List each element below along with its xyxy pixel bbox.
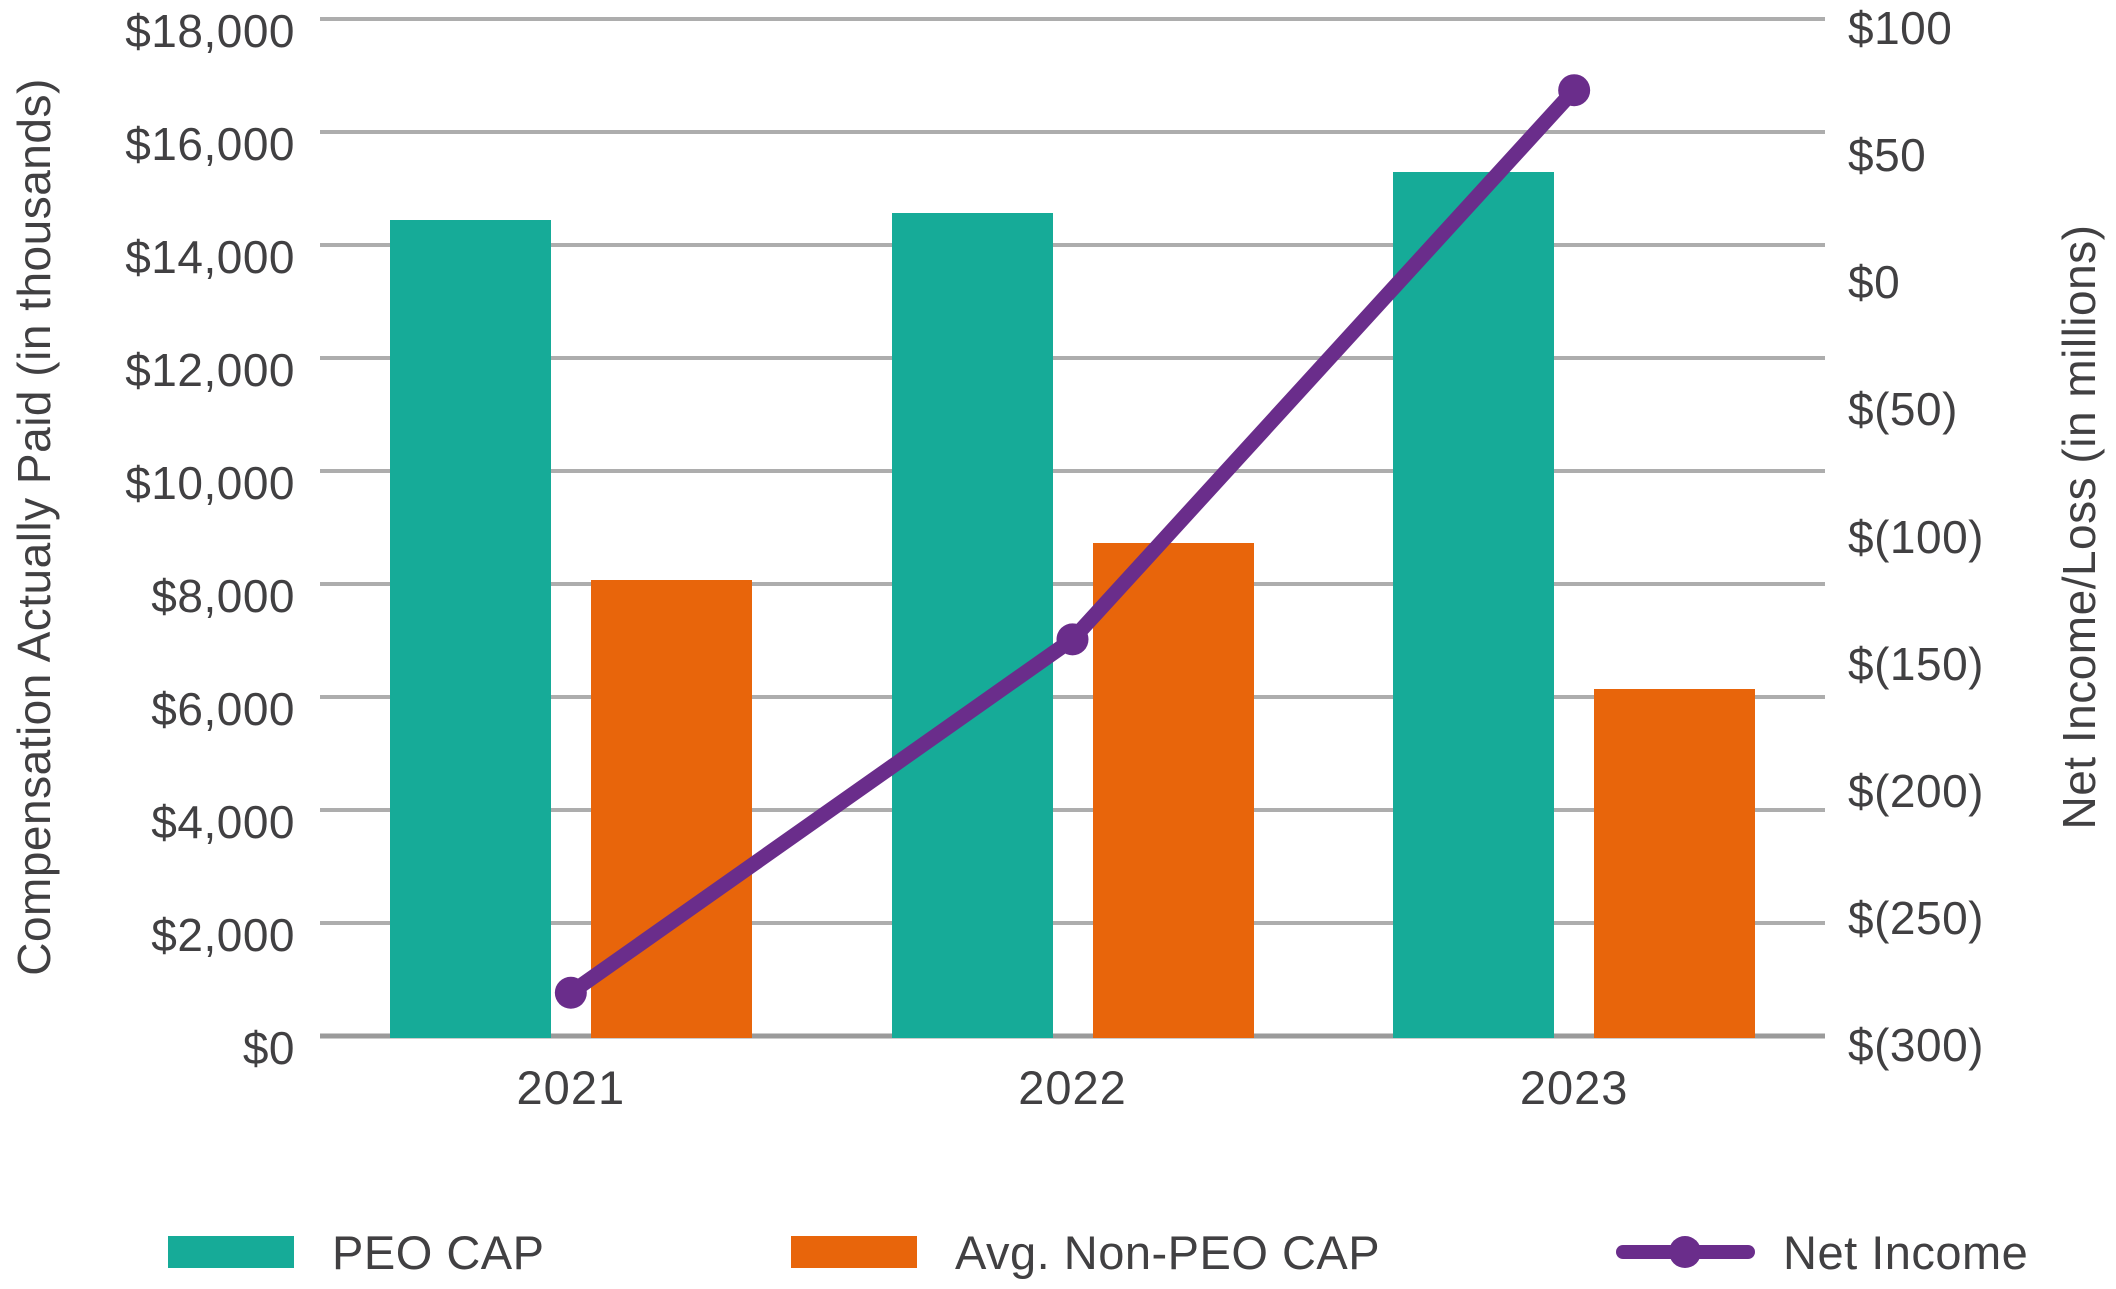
right-tick-label: $(150): [1848, 637, 1984, 690]
right-tick-label: $(50): [1848, 383, 1958, 436]
left-tick-label: $16,000: [125, 118, 295, 170]
legend-item-non-peo-cap: Avg. Non-PEO CAP: [791, 1226, 1380, 1279]
non-peo-cap-legend-swatch: [791, 1236, 917, 1268]
peo-cap-bar-2021: [389, 219, 551, 1038]
x-axis-line: [320, 1033, 1825, 1039]
net-income-point-2021: [554, 976, 587, 1009]
left-tick-label: $10,000: [125, 457, 295, 509]
right-tick-label: $(300): [1848, 1019, 1984, 1071]
right-tick-label: $(250): [1848, 891, 1984, 944]
non-peo-cap-bar-2023: [1594, 689, 1756, 1038]
right-axis-title: Net Income/Loss (in millions): [2053, 224, 2105, 830]
x-tick-label: 2021: [516, 1061, 626, 1114]
left-tick-label: $6,000: [151, 683, 295, 735]
left-tick-label: $12,000: [125, 344, 295, 396]
gridline: [320, 130, 1825, 134]
x-tick-label: 2022: [1018, 1061, 1127, 1114]
right-tick-label: $50: [1848, 129, 1927, 182]
net-income-point-2022: [1056, 623, 1089, 656]
x-tick-label: 2023: [1519, 1061, 1629, 1114]
peo-cap-bar-2022: [891, 213, 1053, 1038]
left-tick-label: $18,000: [125, 5, 295, 57]
left-axis-title: Compensation Actually Paid (in thousands…: [8, 78, 60, 976]
left-tick-label: $2,000: [151, 909, 295, 961]
net-income-legend-label: Net Income: [1783, 1225, 2029, 1279]
right-tick-label: $(200): [1848, 764, 1984, 817]
left-tick-label: $8,000: [151, 570, 295, 622]
left-tick-label: $14,000: [125, 231, 295, 283]
legend-item-net-income: Net Income: [1616, 1226, 2028, 1279]
peo-cap-legend-swatch: [168, 1236, 294, 1268]
left-tick-label: $0: [242, 1022, 295, 1074]
net-income-legend-dot: [1669, 1236, 1701, 1268]
legend-item-peo-cap: PEO CAP: [168, 1226, 544, 1279]
net-income-legend-marker: [1616, 1236, 1755, 1268]
peo-cap-bar-2023: [1393, 172, 1555, 1038]
right-tick-label: $100: [1848, 2, 1953, 54]
right-tick-label: $0: [1848, 256, 1901, 309]
right-tick-label: $(100): [1848, 510, 1984, 563]
non-peo-cap-legend-label: Avg. Non-PEO CAP: [955, 1225, 1381, 1279]
non-peo-cap-bar-2021: [590, 580, 752, 1038]
left-tick-label: $4,000: [151, 796, 295, 848]
net-income-point-2023: [1558, 74, 1591, 107]
peo-cap-legend-label: PEO CAP: [332, 1225, 545, 1279]
gridline: [320, 17, 1825, 21]
non-peo-cap-bar-2022: [1092, 542, 1254, 1038]
